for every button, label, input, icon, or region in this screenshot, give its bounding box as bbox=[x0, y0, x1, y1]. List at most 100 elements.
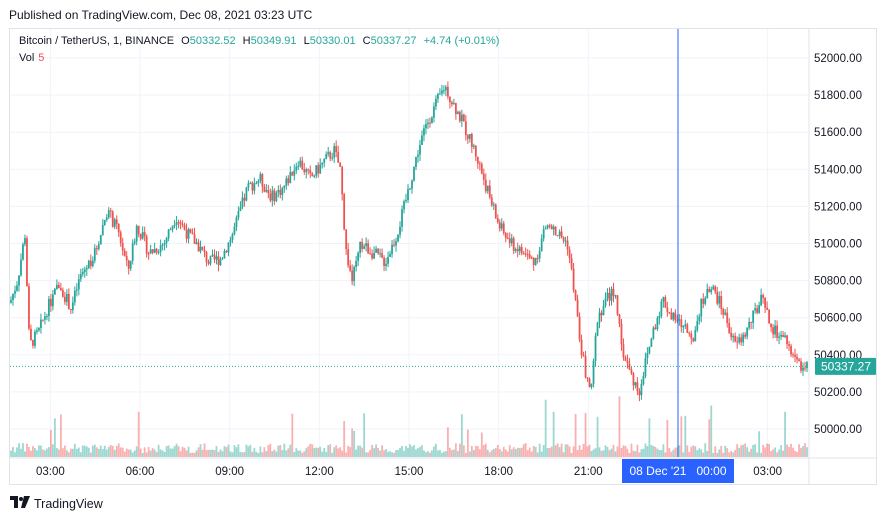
candle-body bbox=[798, 359, 800, 362]
volume-bar bbox=[205, 450, 208, 457]
volume-bar bbox=[666, 419, 669, 457]
candle-body bbox=[704, 297, 707, 304]
candle-body bbox=[137, 225, 140, 235]
volume-bar bbox=[139, 448, 142, 457]
candle-body bbox=[289, 172, 292, 184]
candle-body bbox=[409, 188, 411, 190]
footer-brand[interactable]: TradingView bbox=[10, 496, 103, 511]
volume-bar bbox=[490, 450, 493, 457]
volume-bar bbox=[121, 447, 124, 457]
candle-body bbox=[612, 288, 615, 297]
volume-bar bbox=[389, 451, 391, 457]
candle-body bbox=[34, 331, 36, 346]
volume-bar bbox=[307, 446, 310, 457]
crosshair-time-label: 08 Dec '21 00:00 bbox=[621, 459, 734, 483]
volume-bar bbox=[253, 447, 256, 457]
volume-bar bbox=[185, 450, 188, 457]
volume-bar bbox=[439, 449, 441, 457]
volume-bar bbox=[237, 444, 240, 457]
candle-body bbox=[287, 178, 290, 184]
volume-bar bbox=[87, 447, 90, 457]
volume-bar bbox=[397, 449, 399, 457]
volume-bar bbox=[91, 445, 94, 457]
candle-body bbox=[247, 183, 250, 188]
candle-body bbox=[337, 152, 340, 163]
volume-bar bbox=[760, 452, 763, 457]
candle-body bbox=[656, 318, 659, 329]
volume-bar bbox=[443, 451, 445, 457]
volume-bar bbox=[233, 445, 236, 457]
symbol-name[interactable]: Bitcoin / TetherUS, 1, BINANCE bbox=[19, 35, 175, 47]
candle-body bbox=[349, 265, 352, 271]
volume-bar bbox=[630, 443, 633, 457]
candle-body bbox=[373, 252, 375, 259]
volume-bar bbox=[498, 449, 501, 457]
candle-body bbox=[229, 239, 232, 243]
candle-body bbox=[163, 242, 166, 245]
volume-bar bbox=[762, 444, 765, 457]
candle-body bbox=[195, 242, 198, 244]
candle-body bbox=[586, 377, 589, 379]
volume-label[interactable]: Vol bbox=[19, 52, 35, 64]
candle-body bbox=[544, 228, 547, 230]
volume-bar bbox=[263, 447, 266, 457]
volume-bar bbox=[758, 431, 761, 457]
volume-bar bbox=[151, 448, 154, 457]
y-tick-label: 50600.00 bbox=[814, 313, 862, 325]
volume-bar bbox=[149, 450, 152, 457]
candle-body bbox=[28, 286, 30, 329]
candle-body bbox=[676, 320, 679, 322]
candle-body bbox=[93, 248, 96, 261]
candle-body bbox=[716, 291, 719, 304]
volume-bar bbox=[800, 447, 802, 457]
candle-body bbox=[760, 294, 763, 306]
volume-bar bbox=[85, 446, 88, 457]
volume-bar bbox=[468, 451, 471, 457]
volume-bar bbox=[610, 448, 613, 457]
candle-body bbox=[407, 189, 409, 200]
volume-bar bbox=[40, 445, 42, 457]
volume-bar bbox=[722, 452, 725, 457]
volume-bar bbox=[670, 451, 673, 457]
candle-body bbox=[197, 242, 200, 252]
volume-bar bbox=[341, 450, 344, 457]
volume-bar bbox=[676, 447, 679, 457]
candle-body bbox=[205, 252, 208, 263]
candle-body bbox=[598, 312, 601, 323]
candle-body bbox=[562, 237, 565, 241]
candle-body bbox=[48, 298, 50, 317]
candle-body bbox=[301, 160, 304, 170]
candle-body bbox=[718, 296, 721, 304]
candle-body bbox=[554, 226, 557, 236]
candle-body bbox=[361, 241, 364, 249]
candle-body bbox=[566, 240, 569, 250]
candle-body bbox=[403, 201, 405, 210]
candle-body bbox=[730, 332, 733, 338]
volume-bar bbox=[476, 446, 479, 457]
candle-body bbox=[381, 253, 383, 258]
candle-body bbox=[105, 217, 108, 221]
candle-body bbox=[225, 250, 228, 253]
y-tick-label: 50800.00 bbox=[814, 276, 862, 288]
candle-body bbox=[147, 253, 150, 255]
volume-bar bbox=[179, 451, 182, 457]
volume-bar bbox=[187, 446, 190, 457]
volume-bar bbox=[482, 444, 485, 457]
volume-bar bbox=[327, 445, 330, 457]
candle-body bbox=[672, 312, 675, 320]
candle-body bbox=[69, 309, 72, 311]
candle-body bbox=[532, 257, 535, 265]
volume-bar bbox=[107, 446, 110, 457]
candle-body bbox=[590, 383, 593, 388]
candle-body bbox=[201, 246, 204, 250]
volume-bar bbox=[658, 449, 661, 457]
candle-body bbox=[12, 293, 14, 301]
volume-bar bbox=[265, 451, 268, 457]
y-tick-label: 52000.00 bbox=[814, 53, 862, 65]
candle-body bbox=[738, 337, 741, 343]
candle-body bbox=[199, 246, 202, 252]
published-caption: Published on TradingView.com, Dec 08, 20… bbox=[9, 8, 313, 22]
volume-bar bbox=[411, 446, 413, 457]
y-tick-label: 50200.00 bbox=[814, 387, 862, 399]
